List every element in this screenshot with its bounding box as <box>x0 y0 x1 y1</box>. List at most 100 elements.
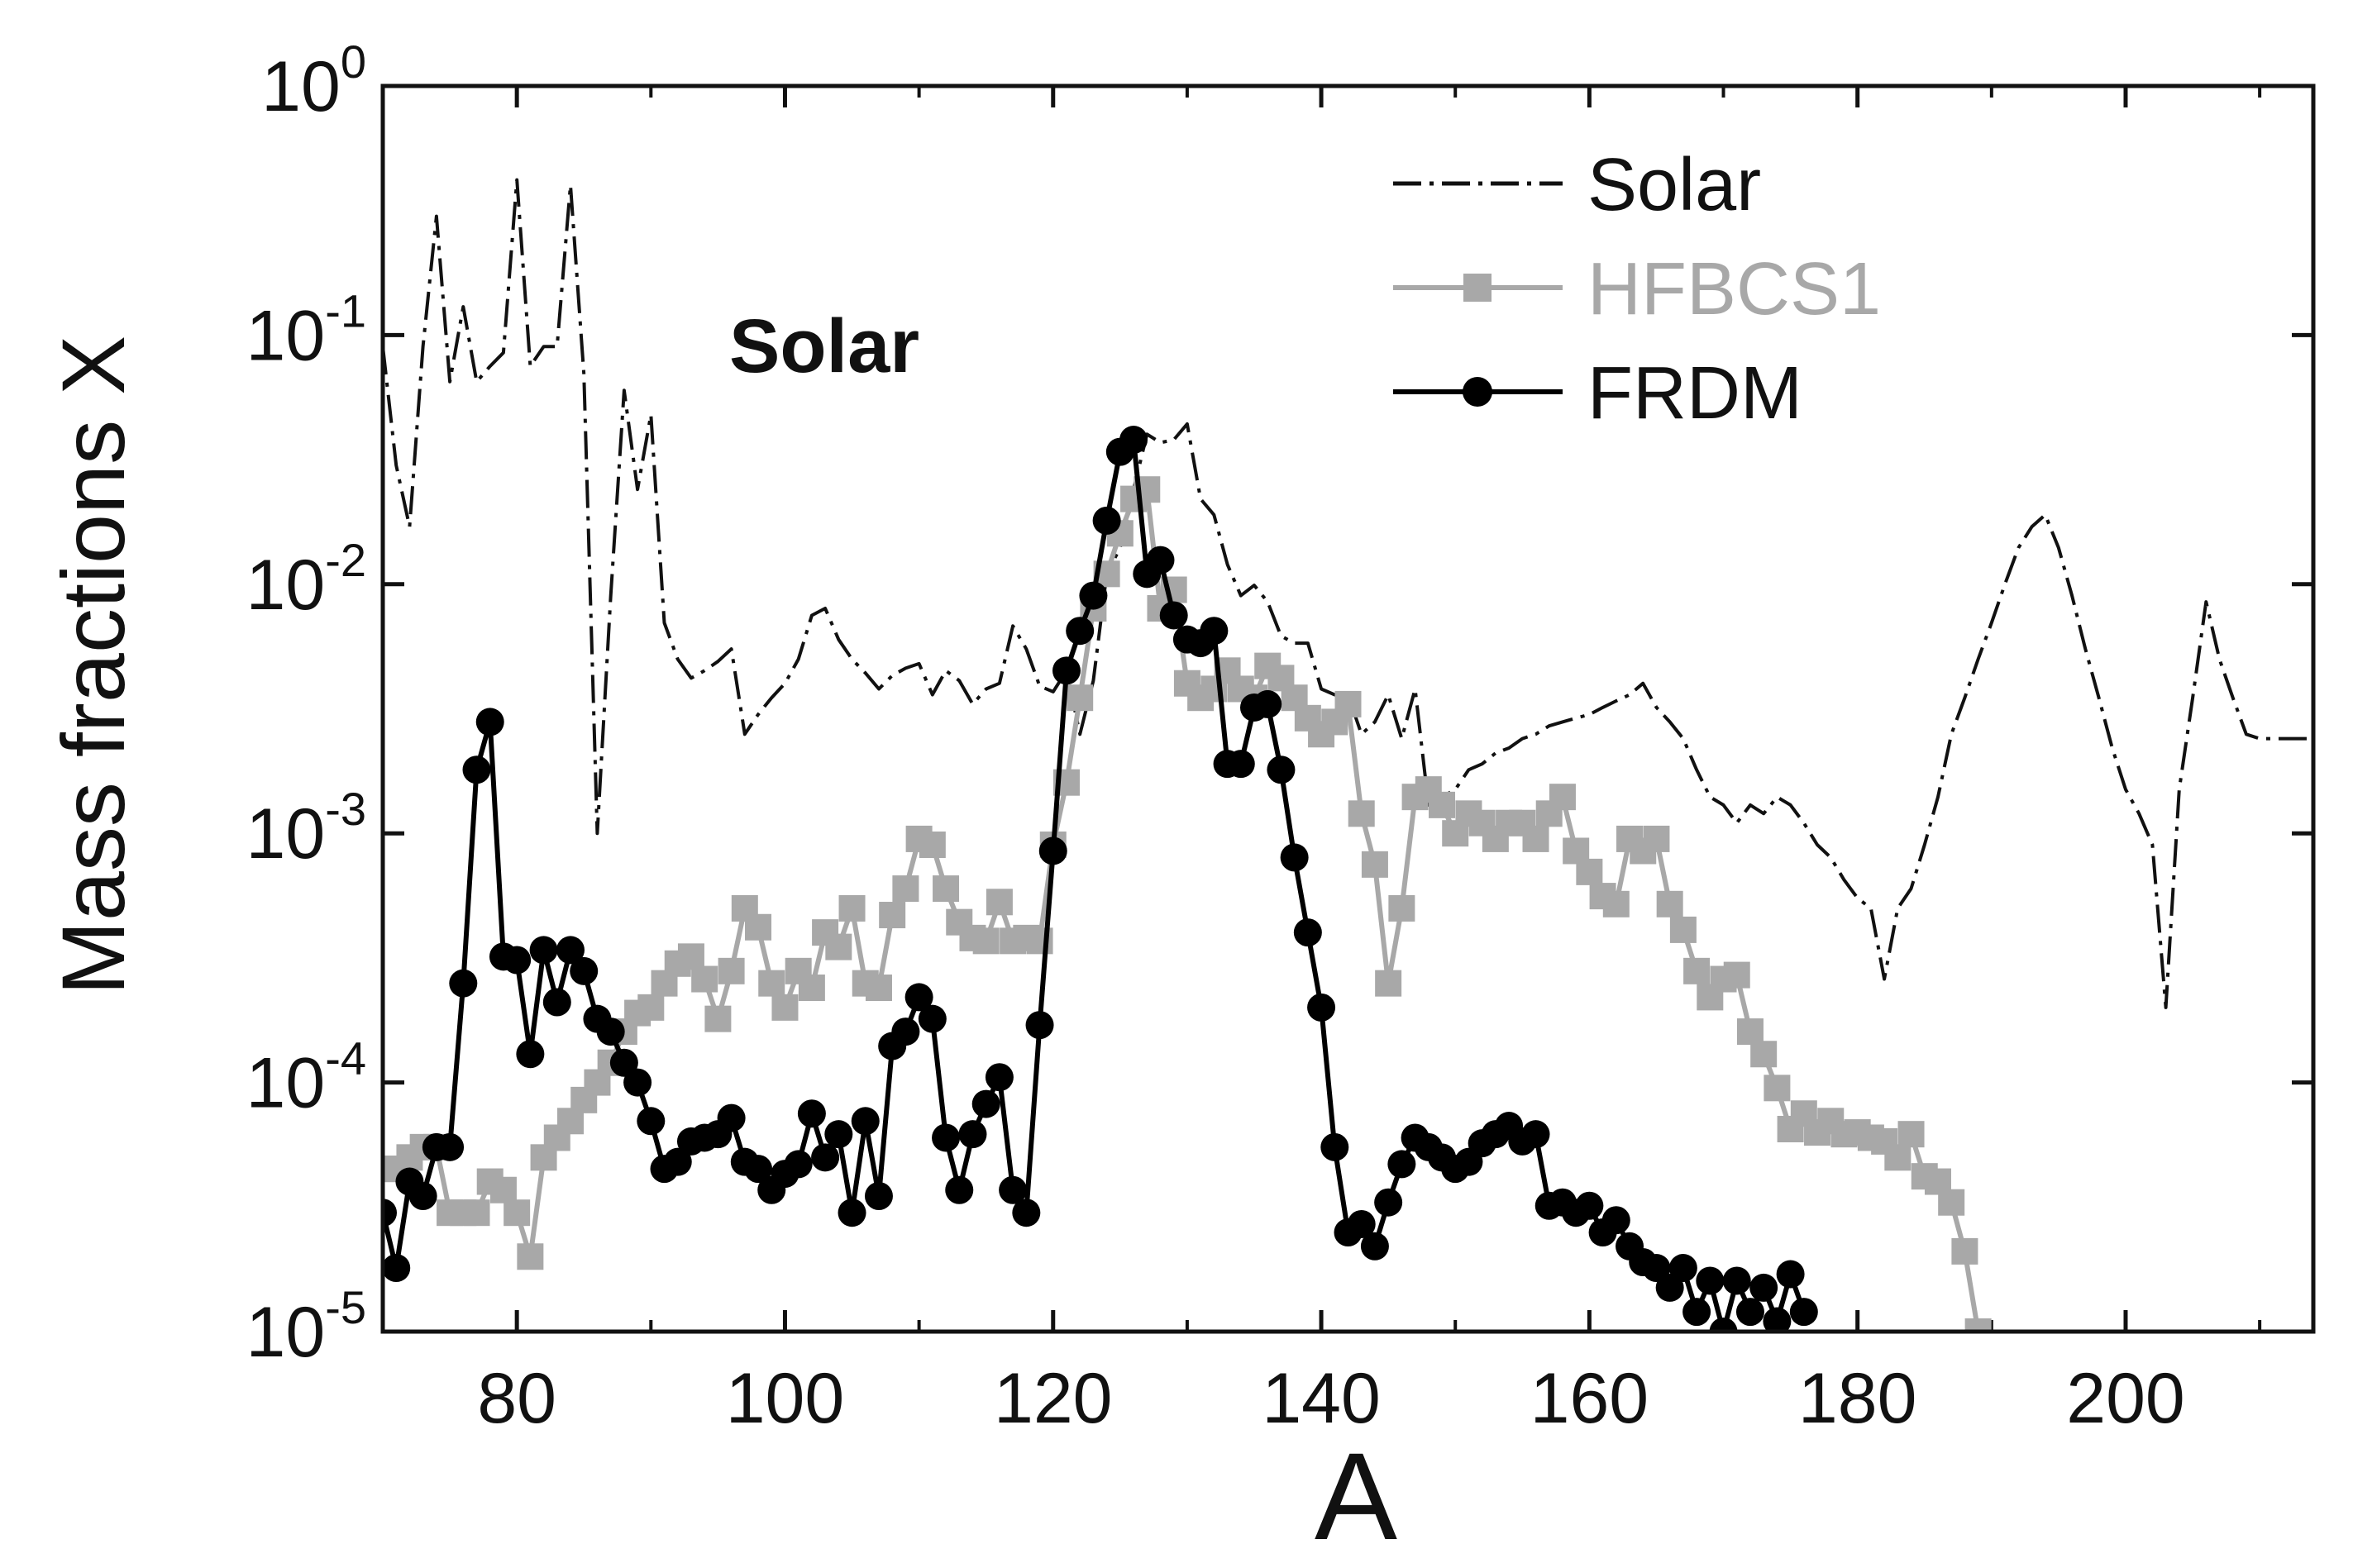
data-point-hfbcs1 <box>1964 1318 1992 1332</box>
x-tick-label: 140 <box>1262 1359 1381 1438</box>
data-point-frdm <box>1012 1199 1041 1227</box>
data-point-frdm <box>971 1089 1000 1118</box>
data-point-hfbcs1 <box>1951 1237 1978 1265</box>
x-tick-label: 160 <box>1530 1359 1649 1438</box>
series-line-solar <box>383 178 2313 1009</box>
data-point-hfbcs1 <box>1656 890 1683 917</box>
legend-label-frdm: FRDM <box>1587 352 1802 435</box>
data-point-frdm <box>797 1099 826 1128</box>
data-point-frdm <box>516 1040 545 1069</box>
data-point-frdm <box>1347 1209 1376 1238</box>
data-point-frdm <box>999 1175 1028 1204</box>
data-point-hfbcs1 <box>1669 916 1697 943</box>
data-point-hfbcs1 <box>1683 957 1711 984</box>
data-point-frdm <box>838 1199 866 1227</box>
x-tick-label: 200 <box>2066 1359 2185 1438</box>
data-point-frdm <box>1655 1273 1684 1302</box>
data-point-hfbcs1 <box>825 933 852 960</box>
data-point-hfbcs1 <box>1750 1041 1778 1068</box>
data-point-hfbcs1 <box>704 1005 732 1032</box>
legend-marker-frdm <box>1463 377 1492 407</box>
y-tick-label: 10-1 <box>246 284 366 375</box>
data-point-frdm <box>383 1199 397 1227</box>
data-point-frdm <box>1521 1120 1550 1149</box>
x-tick-labels: 80 100 120 140 160 180 200 <box>477 1359 2184 1438</box>
data-point-frdm <box>449 969 478 998</box>
data-point-frdm <box>1575 1191 1604 1220</box>
legend: Solar HFBCS1 FRDM <box>1393 144 1881 435</box>
data-point-hfbcs1 <box>1602 890 1630 917</box>
data-point-frdm <box>891 1018 920 1046</box>
data-point-frdm <box>958 1120 987 1149</box>
data-point-frdm <box>744 1155 773 1184</box>
data-point-frdm <box>1374 1188 1403 1217</box>
data-point-frdm <box>1735 1298 1764 1327</box>
data-point-frdm <box>556 936 585 965</box>
data-point-frdm <box>945 1175 974 1204</box>
legend-label-solar: Solar <box>1587 144 1761 226</box>
data-point-hfbcs1 <box>758 970 785 997</box>
data-point-hfbcs1 <box>838 894 866 922</box>
data-point-frdm <box>596 1018 625 1046</box>
x-tick-label: 180 <box>1798 1359 1917 1438</box>
data-point-hfbcs1 <box>1334 690 1362 717</box>
x-tick-label: 80 <box>477 1359 556 1438</box>
data-point-frdm <box>717 1103 746 1132</box>
data-point-frdm <box>1159 601 1188 630</box>
data-point-frdm <box>1200 617 1229 646</box>
data-point-hfbcs1 <box>745 913 772 941</box>
data-point-frdm <box>1052 656 1081 685</box>
data-point-frdm <box>1226 750 1255 779</box>
data-point-hfbcs1 <box>1348 800 1375 827</box>
data-point-hfbcs1 <box>771 994 799 1021</box>
data-point-frdm <box>1320 1132 1349 1161</box>
data-point-hfbcs1 <box>1897 1121 1925 1148</box>
data-point-hfbcs1 <box>986 889 1013 916</box>
data-point-frdm <box>784 1150 813 1179</box>
data-point-frdm <box>1092 506 1121 535</box>
data-point-hfbcs1 <box>718 957 745 984</box>
data-point-frdm <box>918 1004 947 1033</box>
data-point-frdm <box>503 946 532 975</box>
data-point-frdm <box>609 1048 638 1077</box>
data-point-hfbcs1 <box>637 994 665 1021</box>
data-point-frdm <box>570 956 599 985</box>
data-point-hfbcs1 <box>1388 894 1415 922</box>
data-point-frdm <box>663 1147 692 1176</box>
data-point-frdm <box>529 936 558 965</box>
y-tick-labels: 100 10-1 10-2 10-3 10-4 10-5 <box>246 36 366 1372</box>
y-tick-label: 10-5 <box>246 1281 366 1372</box>
data-point-frdm <box>851 1107 880 1136</box>
data-point-hfbcs1 <box>1643 825 1670 852</box>
data-point-hfbcs1 <box>1429 791 1456 818</box>
data-point-hfbcs1 <box>1576 858 1603 885</box>
y-tick-label: 100 <box>261 36 366 126</box>
y-tick-label: 10-3 <box>246 783 366 874</box>
data-point-hfbcs1 <box>1938 1189 1965 1216</box>
data-point-frdm <box>1025 1011 1054 1040</box>
y-tick-label: 10-4 <box>246 1032 366 1123</box>
data-point-frdm <box>1668 1254 1697 1283</box>
data-point-frdm <box>864 1182 893 1211</box>
data-point-frdm <box>1749 1273 1778 1302</box>
data-point-frdm <box>824 1120 853 1149</box>
data-point-hfbcs1 <box>1375 970 1402 997</box>
data-point-hfbcs1 <box>1884 1144 1912 1171</box>
data-point-frdm <box>1682 1298 1711 1327</box>
data-point-frdm <box>383 1254 411 1283</box>
data-point-hfbcs1 <box>919 831 946 858</box>
data-point-frdm <box>637 1107 666 1136</box>
data-point-frdm <box>623 1068 652 1097</box>
data-point-frdm <box>408 1182 437 1211</box>
x-axis-title: A <box>1315 1427 1397 1566</box>
data-point-frdm <box>542 988 571 1017</box>
data-point-frdm <box>904 983 933 1012</box>
y-axis-title: Mass fractions X <box>43 336 143 995</box>
data-point-hfbcs1 <box>489 1176 517 1203</box>
x-tick-label: 120 <box>994 1359 1113 1438</box>
data-point-hfbcs1 <box>517 1243 544 1270</box>
data-point-hfbcs1 <box>1764 1075 1791 1102</box>
data-point-frdm <box>1642 1254 1671 1283</box>
data-point-frdm <box>1601 1206 1630 1235</box>
